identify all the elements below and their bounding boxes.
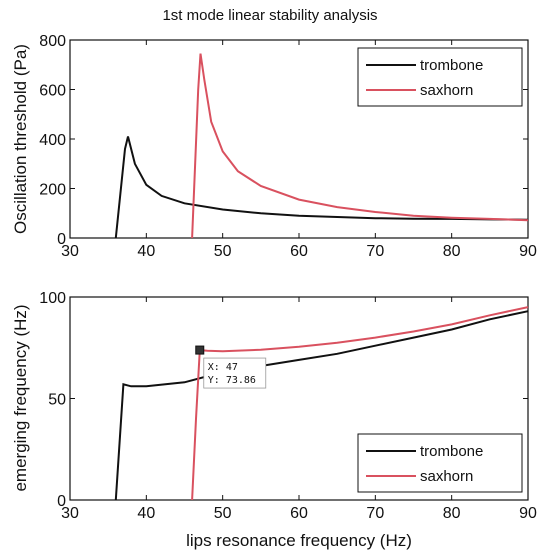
y-tick-label: 100 [39, 290, 66, 307]
bottom-y-axis-label: emerging frequency (Hz) [11, 304, 30, 491]
datatip[interactable]: X: 47 Y: 73.86 [195, 345, 267, 389]
x-tick-label: 90 [519, 243, 537, 260]
bottom-plot: 30 40 50 60 70 80 90 0 50 100 emerging frequency … [11, 290, 537, 550]
datatip-marker[interactable] [195, 345, 205, 355]
y-tick-label: 0 [57, 231, 66, 248]
y-tick-label: 600 [39, 83, 66, 100]
x-tick-label: 80 [443, 243, 461, 260]
bottom-legend-box [357, 433, 523, 493]
datatip-x-value: X: 47 [208, 362, 238, 373]
y-tick-label: 400 [39, 132, 66, 149]
x-tick-label: 30 [61, 243, 79, 260]
top-legend-saxhorn-label: saxhorn [420, 82, 473, 99]
bottom-legend-trombone-label: trombone [420, 443, 483, 460]
x-tick-label: 40 [137, 243, 155, 260]
datatip-box [203, 357, 267, 389]
x-axis-label: lips resonance frequency (Hz) [186, 531, 412, 550]
top-series-trombone-line [114, 136, 529, 239]
datatip-y-value: Y: 73.86 [208, 375, 256, 386]
chart-title: 1st mode linear stability analysis [162, 7, 377, 24]
bottom-plot-ticks: 30 40 50 60 70 80 90 0 50 100 [39, 290, 537, 522]
top-plot-ticks: 30 40 50 60 70 80 90 0 200 400 600 800 [39, 33, 537, 260]
top-series-saxhorn-line [191, 53, 529, 239]
x-tick-label: 70 [366, 505, 384, 522]
x-tick-label: 90 [519, 505, 537, 522]
top-y-axis-label: Oscillation threshold (Pa) [11, 44, 30, 234]
y-tick-label: 200 [39, 182, 66, 199]
x-tick-label: 80 [443, 505, 461, 522]
top-plot: 30 40 50 60 70 80 90 0 200 400 600 800 Oscillation … [11, 33, 537, 260]
x-tick-label: 50 [214, 505, 232, 522]
top-legend-box [357, 47, 523, 107]
x-tick-label: 40 [137, 505, 155, 522]
top-legend: trombone saxhorn [357, 47, 523, 107]
x-tick-label: 60 [290, 505, 308, 522]
bottom-legend: trombone saxhorn [357, 433, 523, 493]
x-tick-label: 60 [290, 243, 308, 260]
x-tick-label: 50 [214, 243, 232, 260]
y-tick-label: 50 [48, 392, 66, 409]
bottom-legend-saxhorn-label: saxhorn [420, 468, 473, 485]
x-tick-label: 30 [61, 505, 79, 522]
y-tick-label: 800 [39, 33, 66, 50]
bottom-series-trombone-line [114, 310, 529, 501]
x-tick-label: 70 [366, 243, 384, 260]
top-legend-trombone-label: trombone [420, 57, 483, 74]
y-tick-label: 0 [57, 493, 66, 510]
